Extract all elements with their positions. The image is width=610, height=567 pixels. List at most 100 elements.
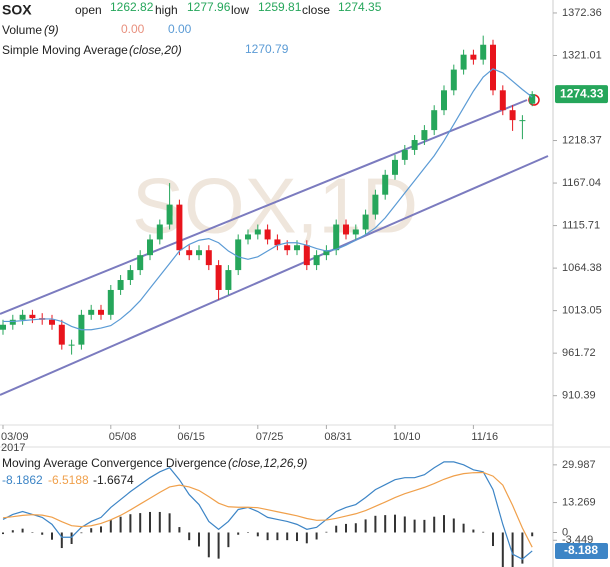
y-tick-label: 1167.04: [562, 177, 601, 189]
histogram-bar: [374, 515, 377, 533]
histogram-bar: [452, 518, 455, 533]
histogram-bar: [403, 516, 406, 533]
candle-body: [98, 309, 104, 315]
legend-value: -1.6674: [93, 473, 134, 487]
candle-body: [29, 314, 36, 319]
candle-body: [529, 94, 536, 104]
histogram-bar: [207, 532, 210, 558]
y-tick-label: 29.987: [562, 459, 596, 471]
histogram-bar: [237, 532, 240, 535]
histogram-bar: [492, 532, 494, 547]
candle-body: [401, 149, 408, 160]
candle-body: [499, 90, 506, 111]
y-tick-label: 1218.37: [562, 134, 602, 146]
candle-body: [343, 224, 349, 235]
histogram-bar: [511, 532, 514, 567]
histogram-bar: [423, 519, 426, 533]
x-tick-label: 08/31: [324, 431, 352, 443]
histogram-bar: [51, 532, 53, 540]
candle-body: [333, 224, 340, 251]
histogram-bar: [325, 531, 328, 533]
legend-value: 1277.96: [187, 0, 231, 14]
price-badge-label: 1274.33: [560, 86, 604, 100]
x-tick-label: 11/16: [471, 431, 498, 443]
histogram-bar: [394, 514, 396, 533]
trend-line: [0, 99, 528, 315]
legend-value: 1270.79: [245, 42, 289, 56]
histogram-bar: [443, 515, 445, 533]
candle-body: [58, 324, 65, 345]
histogram-bar: [227, 532, 230, 548]
candles: [0, 35, 536, 355]
candle-body: [107, 289, 114, 315]
histogram-bar: [433, 516, 436, 533]
histogram-bar: [472, 529, 475, 533]
y-tick-label: 961.72: [562, 347, 596, 359]
legend-value: 0.00: [121, 22, 145, 36]
candle-body: [411, 140, 418, 150]
macd-badge: [555, 542, 608, 559]
histogram-bar: [90, 528, 93, 533]
legend-value: 1259.81: [258, 0, 302, 14]
legend-label: close: [302, 3, 330, 17]
candle-body: [264, 229, 271, 240]
candle-body: [196, 250, 202, 256]
legend-label: Simple Moving Average: [2, 43, 128, 57]
candle-body: [323, 250, 330, 256]
x-tick-label: 06/15: [177, 431, 205, 443]
x-tick-label: 10/10: [393, 431, 421, 443]
histogram-bar: [139, 513, 142, 533]
histogram-bar: [256, 532, 259, 537]
histogram-bar: [109, 520, 112, 533]
histogram-bar: [501, 532, 504, 567]
year-label: 2017: [1, 442, 25, 454]
candle-body: [352, 229, 359, 235]
histogram-bar: [286, 532, 289, 541]
x-tick-label: 07/25: [256, 431, 284, 443]
histogram-bar: [305, 532, 308, 544]
candle-body: [245, 234, 251, 240]
histogram-bar: [413, 519, 416, 533]
histogram-bar: [31, 532, 34, 533]
histogram-bar: [276, 532, 279, 541]
legend-value: 1262.82: [110, 0, 154, 14]
legend-label: Moving Average Convergence Divergence: [2, 456, 227, 470]
candle-body: [490, 44, 496, 91]
price-badge: [555, 85, 608, 104]
candle-body: [205, 250, 212, 266]
legend-value: -6.5188: [48, 473, 89, 487]
candle-body: [235, 239, 242, 271]
histogram-bar: [315, 532, 318, 540]
candle-body: [294, 245, 300, 251]
candle-body: [186, 250, 193, 256]
candle-body: [392, 159, 398, 175]
histogram-bar: [168, 513, 171, 533]
legend-params: (close,12,26,9): [228, 456, 307, 470]
signal-line: [2, 471, 533, 548]
histogram-bar: [296, 532, 298, 542]
candle-body: [450, 69, 457, 91]
legend-params: (close,20): [129, 43, 182, 57]
histogram-bar: [149, 511, 151, 533]
legend-label: Volume: [2, 23, 42, 37]
candle-body: [225, 270, 232, 290]
candle-body: [460, 54, 467, 70]
histogram-bar: [247, 532, 249, 533]
sma-line: [3, 68, 533, 331]
legend-label: low: [231, 3, 249, 17]
candle-body: [215, 265, 222, 290]
histogram-bar: [335, 525, 338, 533]
histogram-bar: [266, 532, 269, 541]
candle-body: [362, 214, 369, 230]
candle-body: [0, 324, 6, 330]
candle-body: [284, 245, 291, 251]
histogram-bar: [100, 526, 102, 533]
x-tick-label: 05/08: [109, 431, 137, 443]
y-tick-label: 1064.38: [562, 262, 602, 274]
candle-body: [382, 174, 389, 195]
y-tick-label: 13.269: [562, 496, 596, 508]
candle-body: [441, 90, 447, 111]
macd-line: [2, 461, 533, 560]
x-tick-label: 03/09: [1, 431, 29, 443]
